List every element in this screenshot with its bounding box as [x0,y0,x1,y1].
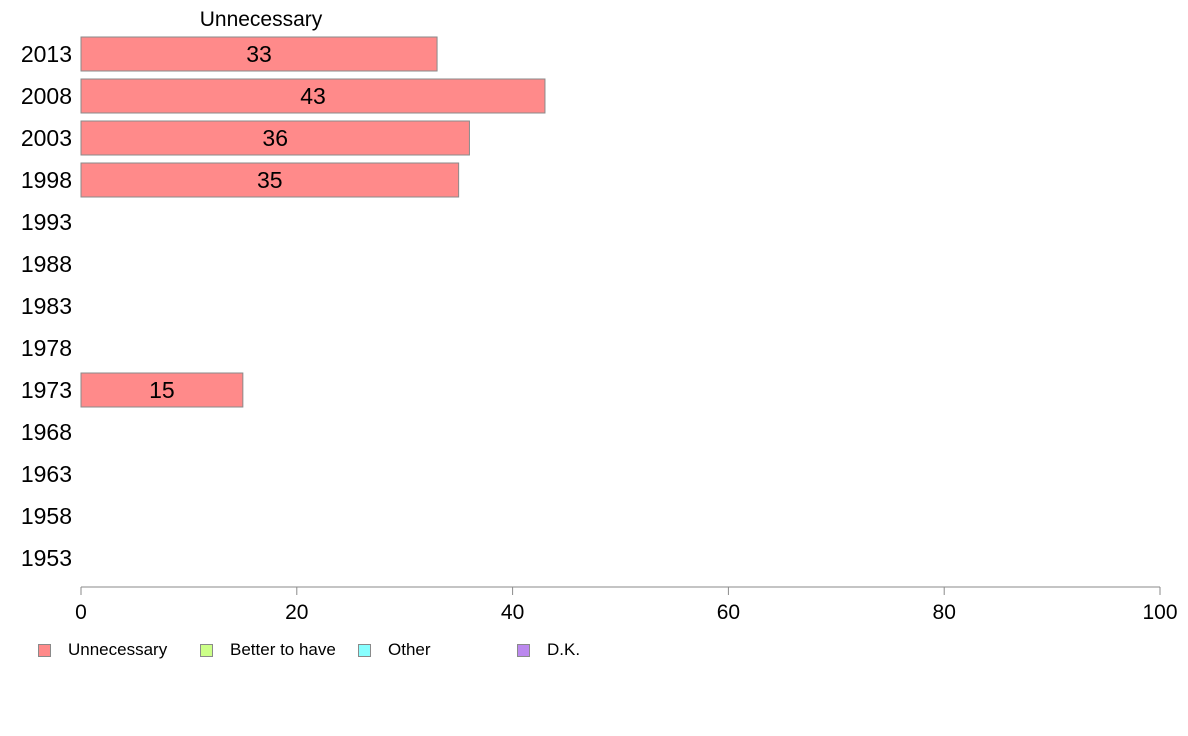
column-header: Unnecessary [200,8,323,31]
legend-swatch-better-to-have [200,643,213,657]
legend-label: Unnecessary [68,640,168,659]
y-tick-label: 1993 [21,209,72,235]
legend-item-dk: D.K. [517,640,580,660]
y-tick-label: 1988 [21,251,72,277]
y-tick-label: 2003 [21,125,72,151]
bar-value-label: 35 [257,167,283,193]
bar-value-label: 15 [149,377,175,403]
y-tick-label: 1978 [21,335,72,361]
bar [80,120,470,156]
x-tick-label: 20 [285,601,308,624]
y-tick-label: 1998 [21,167,72,193]
legend: Unnecessary Better to have Other D.K. [38,640,738,662]
x-tick-label: 60 [717,601,740,624]
legend-swatch-dk [517,643,530,657]
legend-item-unnecessary: Unnecessary [38,640,167,660]
bar-value-label: 43 [300,83,326,109]
y-tick-label: 1973 [21,377,72,403]
x-tick-label: 80 [933,601,956,624]
y-tick-label: 1968 [21,419,72,445]
bar [80,162,460,198]
bar-value-label: 36 [262,125,288,151]
bar [80,78,546,114]
legend-swatch-unnecessary [38,643,51,657]
y-tick-label: 1953 [21,545,72,571]
bar-value-label: 33 [246,41,272,67]
legend-swatch-other [358,643,371,657]
y-tick-label: 2008 [21,83,72,109]
bars [80,36,546,408]
legend-label: Other [388,640,431,659]
legend-label: D.K. [547,640,581,659]
y-tick-label: 1958 [21,503,72,529]
x-tick-label: 100 [1142,601,1177,624]
y-tick-label: 1963 [21,461,72,487]
legend-item-other: Other [358,640,431,660]
y-tick-label: 2013 [21,41,72,67]
x-axis: 0 20 40 60 80 100 [75,586,1178,624]
legend-item-better-to-have: Better to have [200,640,336,660]
bar [80,372,244,408]
x-tick-label: 0 [75,601,87,624]
bar-value-labels: 33 43 36 35 15 [149,41,326,403]
x-tick-label: 40 [501,601,524,624]
y-axis-labels: 2013 2008 2003 1998 1993 1988 1983 1978 1973 1968… [21,41,72,571]
legend-label: Better to have [230,640,336,659]
bar [80,36,438,72]
y-tick-label: 1983 [21,293,72,319]
